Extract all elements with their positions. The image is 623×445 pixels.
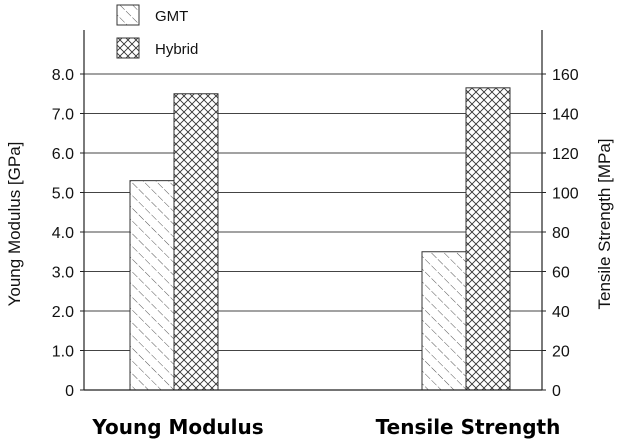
legend-label-hybrid: Hybrid <box>155 41 198 58</box>
left-tick-label: 8.0 <box>52 67 74 84</box>
legend-label-gmt: GMT <box>155 8 188 25</box>
right-tick-label: 40 <box>552 304 570 321</box>
legend: GMT Hybrid <box>116 4 198 59</box>
right-tick-label: 120 <box>552 146 579 163</box>
category-label-tensile-strength: Tensile Strength <box>376 415 561 439</box>
right-y-ticks: 0 20 40 60 80 100 120 140 160 <box>542 67 579 400</box>
left-tick-label: 0 <box>65 383 74 400</box>
left-axis-title: Young Modulus [GPa] <box>5 142 24 307</box>
right-tick-label: 0 <box>552 383 561 400</box>
left-tick-label: 3.0 <box>52 265 74 282</box>
right-tick-label: 100 <box>552 186 579 203</box>
left-tick-label: 2.0 <box>52 304 74 321</box>
bar-hybrid-tensile-strength <box>465 87 511 391</box>
left-tick-label: 7.0 <box>52 107 74 124</box>
legend-swatch-hybrid <box>116 37 140 59</box>
right-tick-label: 160 <box>552 67 579 84</box>
category-label-young-modulus: Young Modulus <box>91 415 263 439</box>
left-tick-label: 5.0 <box>52 186 74 203</box>
right-tick-label: 60 <box>552 265 570 282</box>
bar-gmt-young-modulus <box>129 180 175 391</box>
bar-gmt-tensile-strength <box>421 251 467 391</box>
legend-swatch-gmt <box>116 4 140 26</box>
right-tick-label: 20 <box>552 344 570 361</box>
left-tick-label: 4.0 <box>52 225 74 242</box>
left-tick-label: 6.0 <box>52 146 74 163</box>
right-tick-label: 140 <box>552 107 579 124</box>
right-tick-label: 80 <box>552 225 570 242</box>
left-y-ticks: 0 1.0 2.0 3.0 4.0 5.0 6.0 7.0 8.0 <box>52 67 84 400</box>
left-tick-label: 1.0 <box>52 344 74 361</box>
bars <box>129 87 511 391</box>
bar-hybrid-young-modulus <box>173 93 219 391</box>
right-axis-title: Tensile Strength [MPa] <box>595 138 614 309</box>
